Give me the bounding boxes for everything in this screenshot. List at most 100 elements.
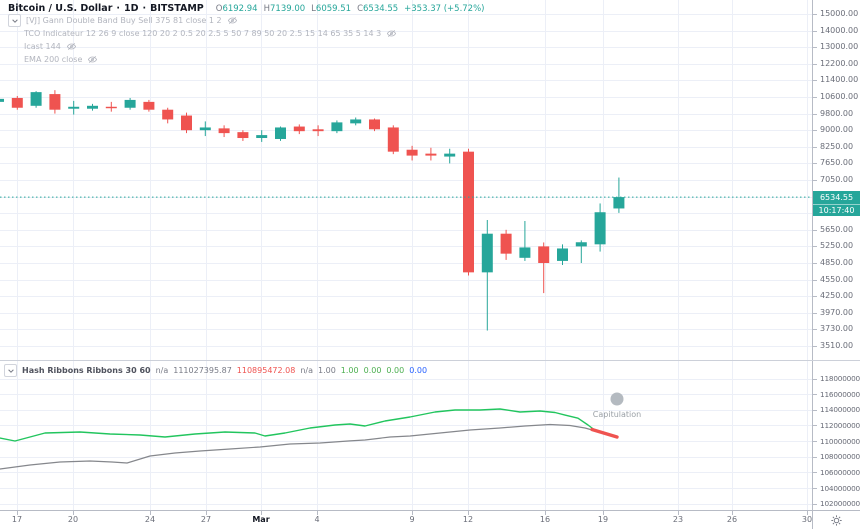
price-tick-label: 3730.00 <box>820 324 854 334</box>
candle-mar-8 <box>387 125 399 155</box>
candle-mar-11 <box>444 148 456 164</box>
indicator-label[interactable]: TCO Indicateur 12 26 9 close 120 20 2 0.… <box>24 29 382 38</box>
candle-feb-16 <box>0 98 4 102</box>
time-tick-mark <box>317 511 318 515</box>
candle-feb-27 <box>199 121 211 137</box>
candle-feb-18 <box>30 91 42 108</box>
price-tick-label: 5650.00 <box>820 224 854 234</box>
ohlc-h: H7139.00 <box>263 4 306 14</box>
value-tick-mark <box>813 379 817 380</box>
eye-off-icon <box>88 56 98 63</box>
candle-feb-17 <box>11 96 23 110</box>
time-tick-label: 30 <box>801 515 813 524</box>
price-tick-label: 13000.00 <box>820 42 859 52</box>
hash-ribbons-value-2: 110895472.08 <box>236 366 296 375</box>
indicator-label[interactable]: EMA 200 close <box>24 55 83 64</box>
candle-feb-25 <box>162 107 174 124</box>
time-tick-label: 4 <box>314 515 320 524</box>
value-tick-mark <box>813 457 817 458</box>
hash-rate-60d-line <box>0 423 595 470</box>
candle-feb-28 <box>218 125 230 138</box>
price-tick-mark <box>813 313 817 314</box>
main-price-pane[interactable]: Bitcoin / U.S. Dollar · 1D · BITSTAMP O6… <box>0 0 812 360</box>
last-price-label: 6534.55 <box>813 190 860 204</box>
time-tick-mark <box>732 511 733 515</box>
price-tick-mark <box>813 246 817 247</box>
hash-ribbons-canvas[interactable] <box>0 360 812 510</box>
time-tick-mark <box>412 511 413 515</box>
hash-ribbons-value-3: n/a <box>300 366 313 375</box>
indicator-row-1: TCO Indicateur 12 26 9 close 120 20 2 0.… <box>24 27 484 40</box>
price-tick-label: 10600.00 <box>820 92 859 101</box>
time-tick-mark <box>73 511 74 515</box>
hash-ribbons-values: n/a 111027395.87 110895472.08 n/a 1.00 1.00 0.… <box>156 366 427 375</box>
toggle-visibility-button[interactable] <box>87 54 98 65</box>
candle-mar-13 <box>481 220 493 331</box>
price-tick-label: 15000.00 <box>820 9 859 18</box>
indicator-label[interactable]: [VJ] Gann Double Band Buy Sell 375 81 cl… <box>26 16 222 25</box>
value-tick-label: 112000000.00 <box>820 420 860 430</box>
value-tick-label: 118000000.00 <box>820 374 860 383</box>
time-tick-label: 17 <box>11 515 23 524</box>
hash-ribbons-legend: Hash Ribbons Ribbons 30 60 n/a 111027395.… <box>4 364 427 377</box>
candle-mar-4 <box>312 125 324 137</box>
main-legend: Bitcoin / U.S. Dollar · 1D · BITSTAMP O6… <box>8 3 484 66</box>
hash-ribbons-title[interactable]: Hash Ribbons Ribbons 30 60 <box>22 366 151 375</box>
candle-mar-16 <box>538 242 550 294</box>
hash-ribbons-value-5: 1.00 <box>340 366 359 375</box>
toggle-visibility-button[interactable] <box>66 41 77 52</box>
price-tick-mark <box>813 80 817 81</box>
price-tick-label: 8250.00 <box>820 141 854 151</box>
legend-collapse-button[interactable] <box>8 14 21 27</box>
candle-feb-24 <box>143 99 155 112</box>
price-tick-label: 4550.00 <box>820 274 854 284</box>
capitulation-segment-line <box>590 427 619 439</box>
price-tick-label: 7650.00 <box>820 158 854 168</box>
ohlc-o: O6192.94 <box>215 4 258 14</box>
time-tick-label: 26 <box>726 515 738 524</box>
value-tick-mark <box>813 504 817 505</box>
indicator-row-3: EMA 200 close <box>24 53 484 66</box>
chevron-down-icon <box>11 18 18 23</box>
interval-label[interactable]: 1D <box>124 3 139 14</box>
eye-off-icon <box>227 17 237 24</box>
exchange-label: BITSTAMP <box>150 3 204 14</box>
time-axis[interactable]: 17 20 24 27 Mar 4 9 12 16 19 23 26 30 <box>0 510 860 529</box>
value-tick-mark <box>813 488 817 489</box>
toggle-visibility-button[interactable] <box>227 15 238 26</box>
indicator-label[interactable]: Icast 144 <box>24 42 61 51</box>
capitulation-marker-icon <box>610 392 624 406</box>
capitulation-label: Capitulation <box>592 410 642 419</box>
indicator-row-2: Icast 144 <box>24 40 484 53</box>
separator: · <box>116 3 121 14</box>
candle-mar-6 <box>350 117 362 126</box>
price-tick-label: 9000.00 <box>820 125 854 135</box>
price-tick-label: 5250.00 <box>820 241 854 251</box>
candlestick-chart-canvas[interactable] <box>0 0 812 360</box>
lower-pane-collapse-button[interactable] <box>4 364 17 377</box>
price-tick-mark <box>813 114 817 115</box>
value-tick-label: 116000000.00 <box>820 389 860 399</box>
indicator-legend-rows: [VJ] Gann Double Band Buy Sell 375 81 cl… <box>8 14 484 66</box>
symbol-title-row[interactable]: Bitcoin / U.S. Dollar · 1D · BITSTAMP O6… <box>8 3 484 14</box>
price-tick-label: 11400.00 <box>820 75 859 85</box>
candle-feb-26 <box>181 112 192 134</box>
price-tick-label: 12200.00 <box>820 58 859 68</box>
eye-off-icon <box>387 30 397 37</box>
pane-divider[interactable] <box>0 360 860 361</box>
time-tick-mark <box>261 511 262 515</box>
candle-mar-9 <box>406 145 418 161</box>
time-tick-mark <box>206 511 207 515</box>
toggle-visibility-button[interactable] <box>386 28 397 39</box>
symbol-name[interactable]: Bitcoin / U.S. Dollar <box>8 3 113 14</box>
hash-rate-30d-line <box>0 408 597 442</box>
time-tick-label: 24 <box>144 515 156 524</box>
value-tick-mark <box>813 410 817 411</box>
time-tick-label: 9 <box>409 515 415 524</box>
price-axis[interactable]: 6534.55 10:17:40 15000.00 14000.00 13000.0… <box>812 0 860 510</box>
price-tick-label: 4850.00 <box>820 258 854 267</box>
hash-ribbons-pane[interactable]: Hash Ribbons Ribbons 30 60 n/a 111027395.… <box>0 360 812 510</box>
price-tick-label: 14000.00 <box>820 25 859 35</box>
axis-settings-button[interactable] <box>812 511 860 529</box>
